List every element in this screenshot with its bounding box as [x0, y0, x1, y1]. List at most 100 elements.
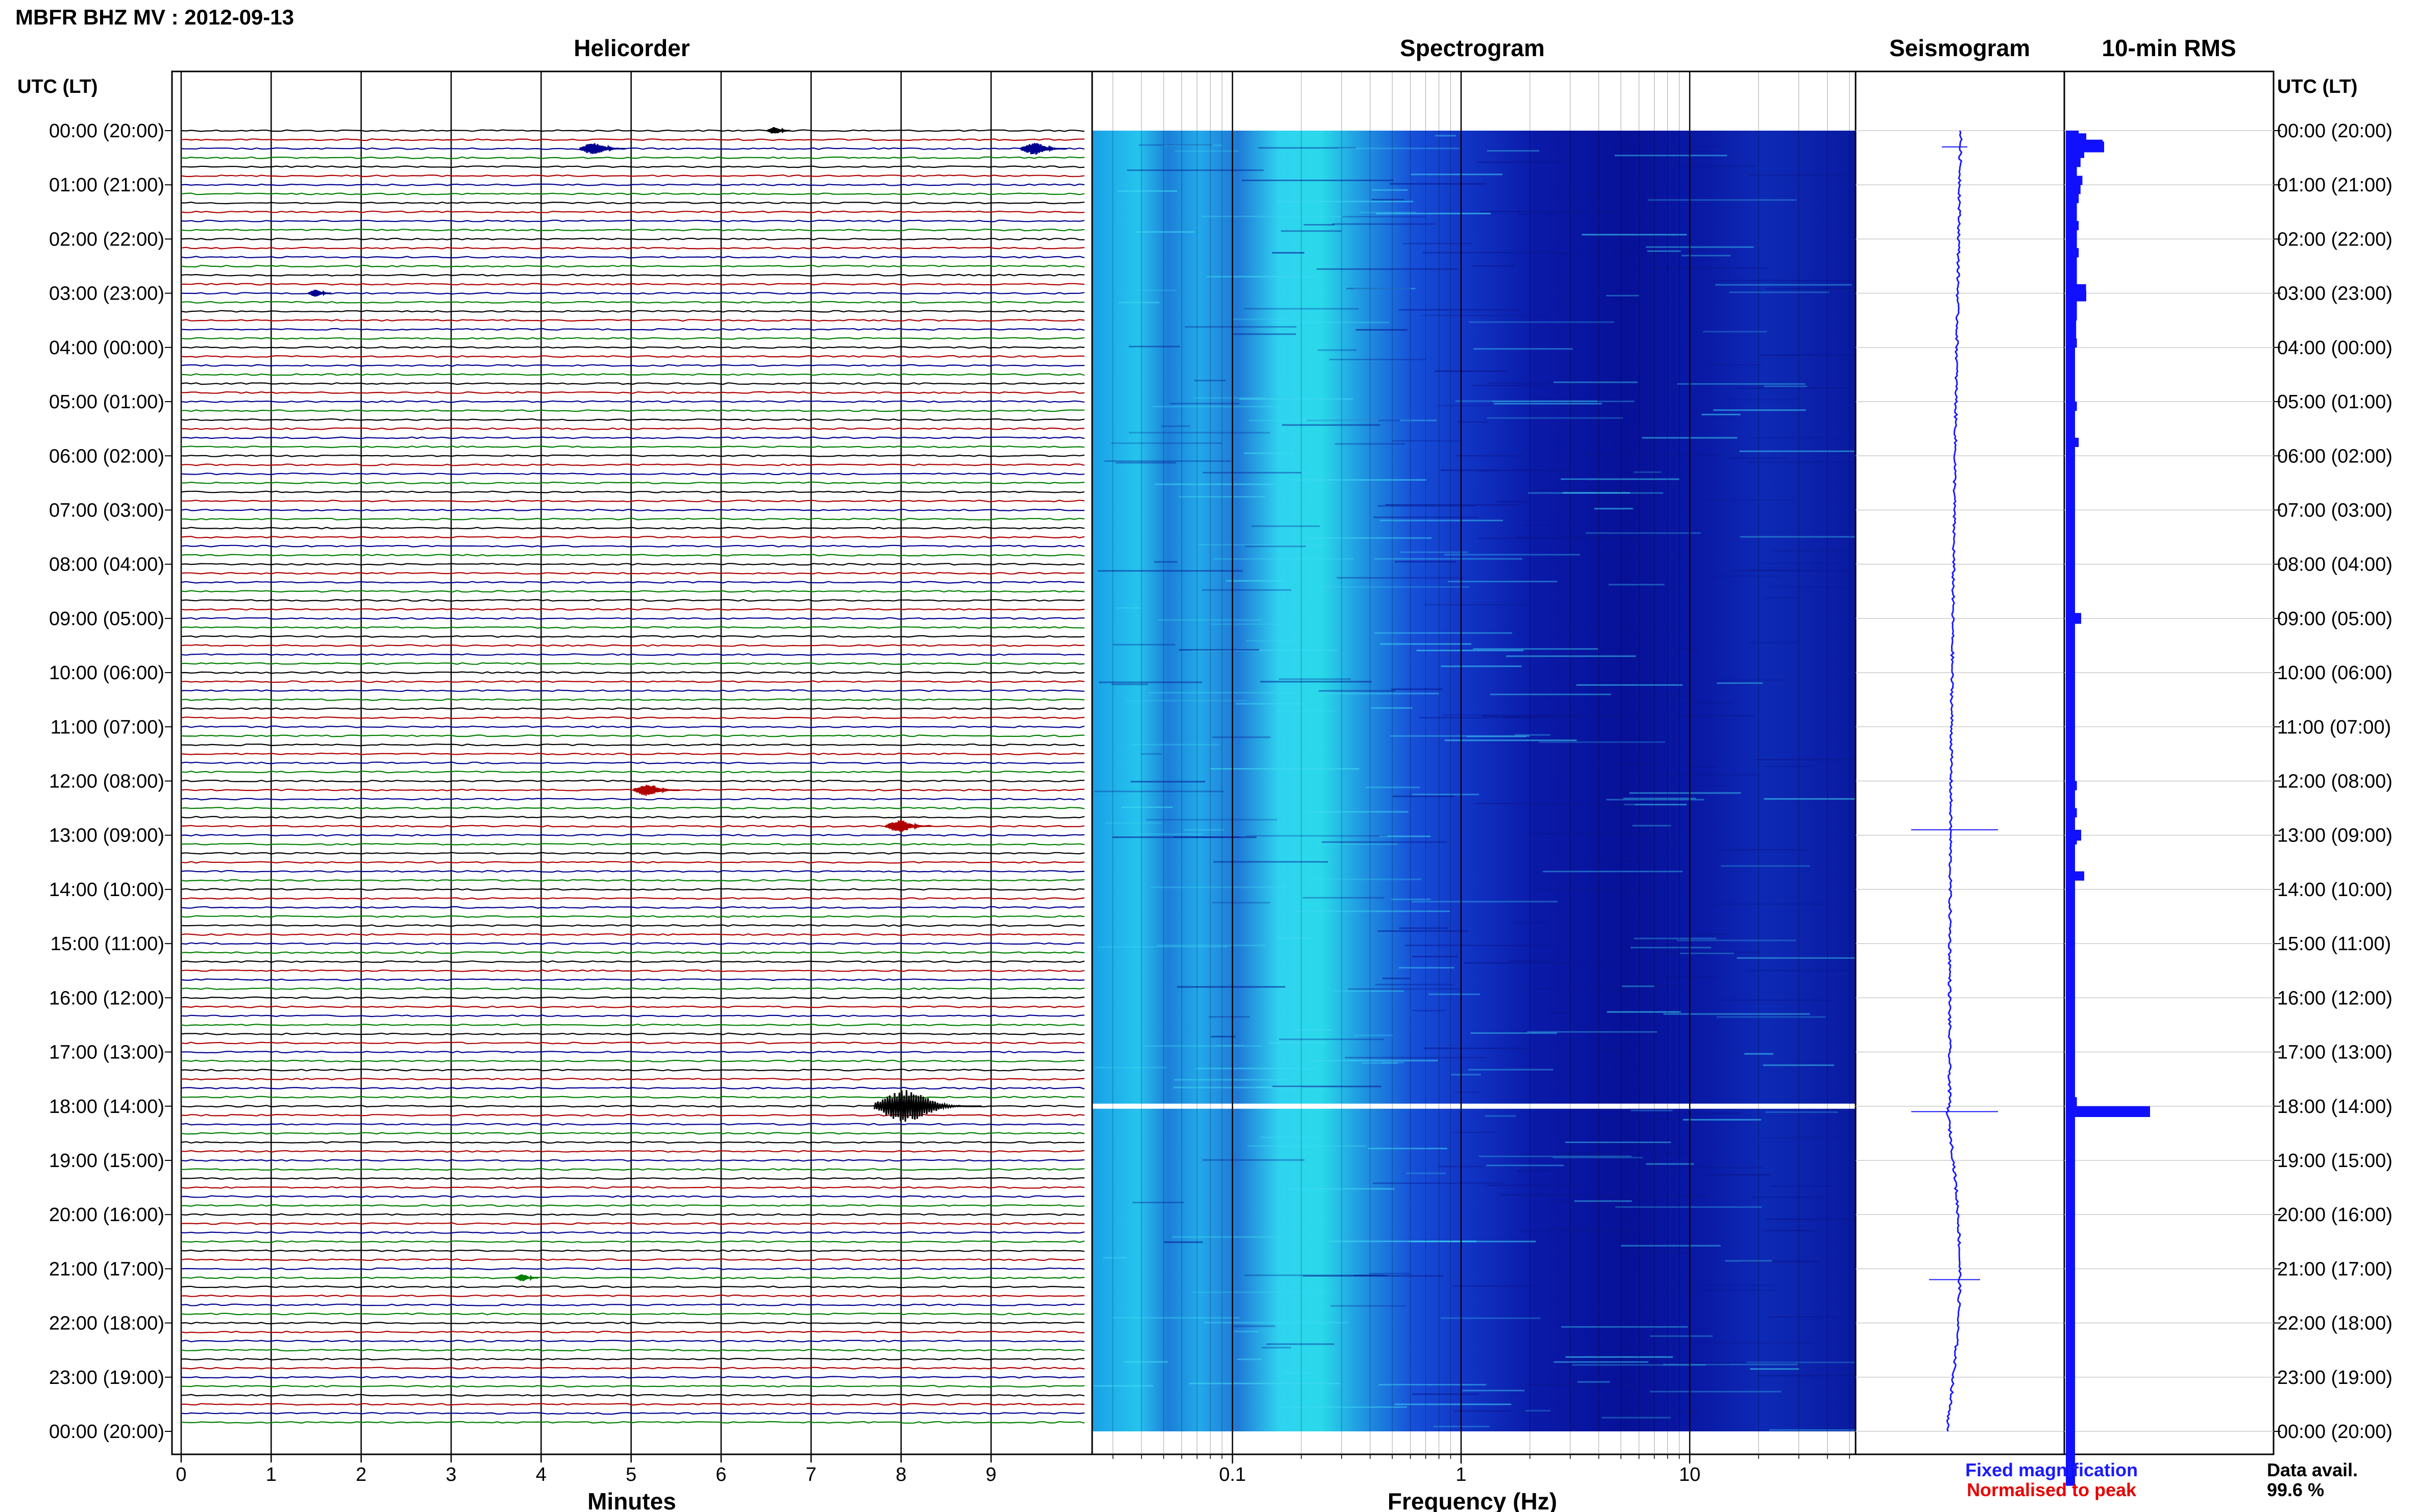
spectrogram-texture	[1335, 443, 1405, 445]
spectrogram-texture	[1138, 833, 1203, 835]
spectrogram-texture	[1112, 683, 1148, 685]
rms-bar	[2066, 239, 2077, 249]
hour-label-left: 22:00 (18:00)	[49, 1313, 164, 1334]
spectrogram-texture	[1646, 246, 1754, 248]
spectrogram-texture	[1680, 952, 1734, 954]
spectrogram-texture	[1424, 604, 1526, 606]
spectrogram-texture	[1375, 983, 1453, 985]
spectrogram-texture	[1627, 1252, 1690, 1254]
spectrogram-texture	[1543, 871, 1683, 873]
spectrogram-texture	[1288, 1188, 1394, 1190]
rms-bar	[2066, 971, 2075, 980]
spectrogram-texture	[1361, 1062, 1398, 1064]
spectrogram-texture	[1468, 1069, 1553, 1071]
helicorder-trace	[181, 1177, 1085, 1180]
spectrogram-texture	[1536, 804, 1635, 806]
spectrogram-texture	[1669, 1342, 1817, 1344]
spectrogram-texture	[1477, 537, 1595, 539]
spectrogram-texture	[1423, 1047, 1528, 1049]
helicorder-trace	[181, 246, 1085, 250]
spectrogram-texture	[1565, 1142, 1671, 1143]
spectrogram-texture	[1539, 741, 1665, 743]
helicorder-trace	[181, 1285, 1085, 1288]
spectrogram-texture	[1233, 1325, 1275, 1327]
spectrogram-texture	[1473, 348, 1573, 350]
rms-bar	[2066, 907, 2075, 917]
rms-bar	[2066, 1313, 2075, 1324]
rms-bar	[2066, 654, 2075, 664]
rms-bar	[2066, 1133, 2075, 1143]
spectrogram-texture	[1309, 1059, 1438, 1061]
spectrogram-texture	[1516, 1170, 1549, 1172]
helicorder-trace	[181, 734, 1085, 737]
spectrogram-texture	[1494, 403, 1602, 405]
spectrogram-texture	[1763, 765, 1812, 767]
helicorder-trace	[181, 1159, 1085, 1162]
hour-label-left: 07:00 (03:00)	[49, 500, 164, 521]
spectrogram-texture	[1731, 457, 1789, 459]
spectrogram-texture	[1683, 1119, 1761, 1121]
minute-tick-label: 1	[266, 1464, 277, 1485]
helicorder-trace	[181, 301, 1085, 304]
spectrogram-texture	[1601, 1417, 1671, 1419]
spectrogram-texture	[1452, 1131, 1496, 1133]
helicorder-trace	[181, 761, 1085, 764]
spectrogram-texture	[1749, 174, 1853, 176]
rms-bar	[2066, 1440, 2075, 1450]
spectrogram-texture	[1251, 525, 1320, 527]
helicorder-trace	[181, 671, 1085, 674]
rms-bar	[2066, 717, 2075, 727]
spectrogram-texture	[1127, 169, 1264, 171]
spectrogram-texture	[1744, 1053, 1773, 1055]
spectrogram-texture	[1615, 785, 1727, 787]
spectrogram-texture	[1184, 326, 1297, 328]
helicorder-trace	[181, 942, 1085, 945]
rms-bar	[2066, 1079, 2075, 1088]
spectrogram-texture	[1371, 189, 1408, 191]
spectrogram-texture	[1595, 1221, 1657, 1223]
spectrogram-texture	[1444, 739, 1577, 741]
spectrogram-texture	[1565, 480, 1589, 482]
spectrogram-texture	[1146, 819, 1277, 821]
helicorder-trace	[181, 1213, 1085, 1216]
spectrogram-texture	[1306, 811, 1409, 813]
helicorder-trace	[181, 771, 1085, 774]
hour-label-left: 00:00 (20:00)	[49, 120, 164, 142]
spectrogram-texture	[1724, 399, 1799, 401]
rms-bar	[2066, 266, 2077, 276]
rms-bar	[2066, 290, 2086, 302]
rms-bar	[2066, 1467, 2075, 1477]
helicorder-trace	[181, 879, 1085, 882]
spectrogram-texture	[1647, 250, 1681, 252]
spectrogram-texture	[1276, 937, 1310, 939]
spectrogram-texture	[1381, 1061, 1404, 1063]
spectrogram-texture	[1515, 734, 1550, 736]
helicorder-event	[767, 127, 791, 134]
helicorder-trace	[181, 563, 1085, 566]
data-avail-label: Data avail.	[2267, 1459, 2358, 1480]
spectrogram-texture	[1211, 1035, 1236, 1037]
spectrogram-texture	[1717, 849, 1807, 851]
rms-bar	[2066, 998, 2075, 1007]
spectrogram-texture	[1740, 536, 1888, 538]
spectrogram-texture	[1369, 1273, 1411, 1275]
helicorder-trace	[181, 517, 1085, 520]
utc-label-right: UTC (LT)	[2277, 76, 2358, 97]
helicorder-trace	[181, 1096, 1085, 1099]
spectrogram-texture	[1105, 822, 1163, 824]
hour-label-left: 11:00 (07:00)	[51, 716, 164, 738]
spectrogram-texture	[1553, 1361, 1648, 1363]
spectrogram-texture	[1746, 1361, 1871, 1364]
spectrogram-texture	[1202, 1159, 1305, 1161]
rms-bar	[2066, 663, 2075, 673]
rms-bar	[2066, 1305, 2075, 1315]
hour-label-left: 02:00 (22:00)	[49, 229, 164, 250]
helicorder-trace	[181, 1267, 1085, 1271]
rms-bar	[2066, 1160, 2075, 1170]
spectrogram-texture	[1236, 703, 1302, 705]
spectrogram-texture	[1472, 265, 1516, 267]
spectrogram-texture	[1330, 1305, 1406, 1307]
rms-bar	[2066, 988, 2075, 998]
spectrogram-texture	[1537, 889, 1650, 891]
rms-bar	[2066, 745, 2075, 754]
